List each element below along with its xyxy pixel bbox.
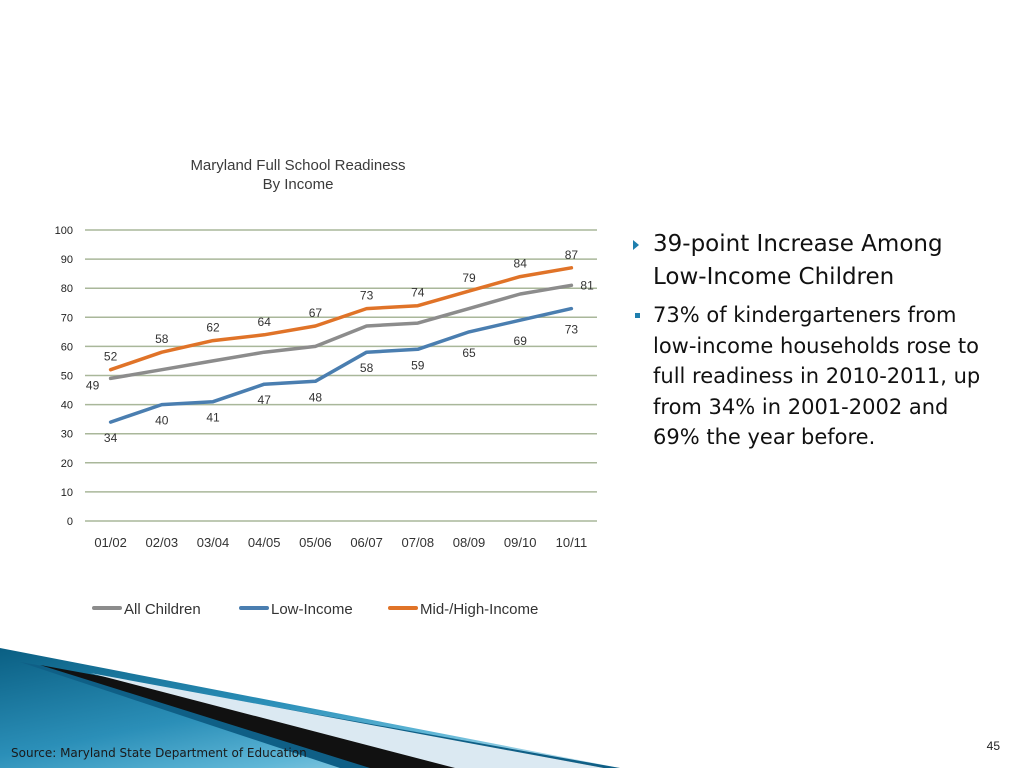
legend-label-low-income: Low-Income bbox=[271, 601, 353, 618]
series-line-mid-high-income bbox=[108, 266, 574, 372]
y-tick-label: 70 bbox=[61, 312, 73, 324]
data-label-all-children: 49 bbox=[86, 378, 100, 392]
data-label-low-income: 47 bbox=[258, 393, 272, 407]
legend-swatch-low-income bbox=[239, 606, 269, 611]
data-label-mid-high-income: 67 bbox=[309, 306, 323, 320]
data-label-mid-high-income: 84 bbox=[514, 257, 528, 271]
bullet-primary-text: 39-point Increase Among Low-Income Child… bbox=[653, 231, 943, 290]
data-label-mid-high-income: 52 bbox=[104, 350, 118, 364]
data-label-mid-high-income: 79 bbox=[462, 271, 476, 285]
y-tick-label: 20 bbox=[61, 458, 73, 470]
x-tick-label: 01/02 bbox=[94, 535, 127, 550]
legend-label-all-children: All Children bbox=[124, 601, 201, 618]
bullet-secondary: 73% of kindergarteners from low-income h… bbox=[632, 300, 982, 453]
chart-title: Maryland Full School Readiness bbox=[190, 157, 406, 174]
series-lines bbox=[108, 266, 574, 424]
bullet-secondary-text: 73% of kindergarteners from low-income h… bbox=[653, 303, 981, 449]
legend-item-all-children: All Children bbox=[92, 601, 201, 618]
y-tick-label: 100 bbox=[55, 225, 73, 237]
data-label-mid-high-income: 73 bbox=[360, 289, 374, 303]
legend-label-mid-high-income: Mid-/High-Income bbox=[420, 601, 539, 618]
swoosh-light-band bbox=[90, 673, 604, 768]
gridlines bbox=[85, 229, 597, 522]
series-line-all-children bbox=[108, 283, 574, 381]
bullet-primary: 39-point Increase Among Low-Income Child… bbox=[632, 228, 982, 294]
arrow-bullet-icon bbox=[633, 240, 639, 250]
x-tick-label: 06/07 bbox=[350, 535, 383, 550]
source-note: Source: Maryland State Department of Edu… bbox=[11, 746, 307, 760]
x-tick-label: 02/03 bbox=[146, 535, 179, 550]
y-tick-label: 0 bbox=[67, 516, 73, 528]
x-tick-label: 03/04 bbox=[197, 535, 230, 550]
y-tick-label: 60 bbox=[61, 341, 73, 353]
x-tick-label: 09/10 bbox=[504, 535, 537, 550]
legend-swatch-mid-high-income bbox=[388, 606, 418, 611]
bullet-list: 39-point Increase Among Low-Income Child… bbox=[632, 228, 982, 453]
legend-item-mid-high-income: Mid-/High-Income bbox=[388, 601, 538, 618]
x-tick-label: 10/11 bbox=[556, 535, 588, 550]
data-label-mid-high-income: 87 bbox=[565, 248, 579, 262]
y-tick-label: 40 bbox=[61, 400, 73, 412]
x-tick-label: 04/05 bbox=[248, 535, 281, 550]
y-tick-label: 10 bbox=[61, 487, 73, 499]
data-label-mid-high-income: 74 bbox=[411, 286, 425, 300]
x-tick-label: 08/09 bbox=[453, 535, 486, 550]
data-label-low-income: 69 bbox=[514, 334, 528, 348]
data-label-low-income: 48 bbox=[309, 390, 323, 404]
data-label-low-income: 41 bbox=[206, 411, 220, 425]
data-label-low-income: 65 bbox=[462, 346, 476, 360]
y-tick-label: 50 bbox=[61, 371, 73, 383]
data-label-mid-high-income: 62 bbox=[206, 321, 220, 335]
x-tick-label: 05/06 bbox=[299, 535, 332, 550]
x-tick-label: 07/08 bbox=[402, 535, 435, 550]
legend-item-low-income: Low-Income bbox=[239, 601, 353, 618]
data-label-mid-high-income: 58 bbox=[155, 332, 169, 346]
data-label-low-income: 34 bbox=[104, 431, 118, 445]
legend-swatch-all-children bbox=[92, 606, 122, 611]
y-tick-label: 80 bbox=[61, 283, 73, 295]
data-label-low-income: 40 bbox=[155, 414, 169, 428]
series-line-low-income bbox=[108, 306, 574, 424]
square-bullet-icon bbox=[635, 313, 640, 318]
y-tick-label: 90 bbox=[61, 254, 73, 266]
decorative-swoosh bbox=[0, 648, 620, 768]
line-chart: 0 10 20 30 40 50 60 70 80 90 100 01/02 02/03 03/04 04… bbox=[55, 225, 597, 550]
y-axis-ticks: 0 10 20 30 40 50 60 70 80 90 100 bbox=[55, 225, 73, 528]
y-tick-label: 30 bbox=[61, 429, 73, 441]
data-label-low-income: 58 bbox=[360, 361, 374, 375]
data-label-all-children: 81 bbox=[580, 278, 594, 292]
data-labels: 49 81 34 40 41 47 48 58 59 65 69 73 52 58 62 64 67 73 74 79… bbox=[86, 248, 594, 445]
chart-subtitle: By Income bbox=[262, 176, 334, 193]
data-label-mid-high-income: 64 bbox=[258, 315, 272, 329]
swoosh-blue-band bbox=[0, 648, 620, 768]
data-label-low-income: 73 bbox=[565, 323, 579, 337]
page-number: 45 bbox=[986, 739, 1000, 753]
data-label-low-income: 59 bbox=[411, 358, 425, 372]
x-axis-ticks: 01/02 02/03 03/04 04/05 05/06 06/07 07/08 08/09… bbox=[94, 535, 587, 550]
chart-title-block: Maryland Full School Readiness By Income bbox=[130, 156, 466, 194]
